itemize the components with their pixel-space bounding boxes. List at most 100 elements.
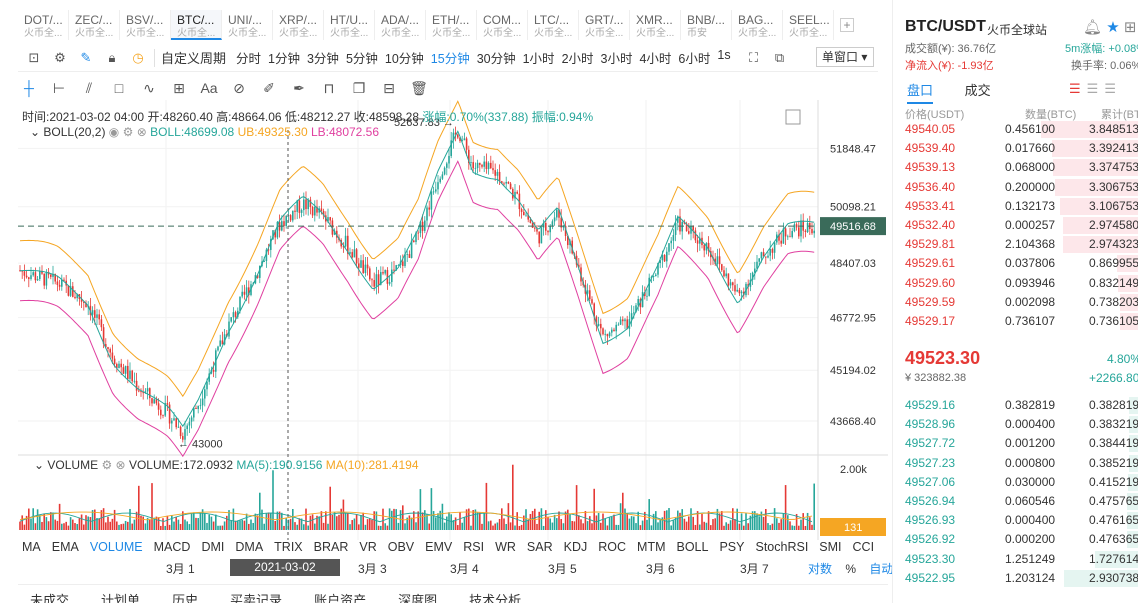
- symbol-tab[interactable]: XMR... 火币全...: [630, 10, 681, 40]
- indicator-tab[interactable]: WR: [495, 540, 516, 554]
- volume-settings-icon[interactable]: ⚙: [101, 458, 113, 472]
- period-button[interactable]: 2小时: [561, 52, 594, 66]
- symbol-tab[interactable]: LTC/... 火币全...: [528, 10, 579, 40]
- volume-close-icon[interactable]: ⊗: [115, 458, 126, 472]
- layout-both-icon[interactable]: ☰: [1069, 81, 1087, 96]
- symbol-tab[interactable]: XRP/... 火币全...: [273, 10, 324, 40]
- period-button[interactable]: 6小时: [678, 52, 711, 66]
- ask-row[interactable]: 49529.59 0.002098 0.738203: [893, 293, 1138, 312]
- period-button[interactable]: 3小时: [600, 52, 633, 66]
- boll-close-icon[interactable]: ⊗: [136, 125, 147, 139]
- ask-row[interactable]: 49539.40 0.017660 3.392413: [893, 139, 1138, 158]
- settings-icon[interactable]: ⚙: [54, 49, 66, 65]
- period-button[interactable]: 15分钟: [430, 52, 470, 66]
- ask-row[interactable]: 49532.40 0.000257 2.974580: [893, 216, 1138, 235]
- indicator-tab[interactable]: SAR: [526, 540, 553, 554]
- layout-asks-icon[interactable]: ☰: [1086, 81, 1105, 96]
- layout-bids-icon[interactable]: ☰: [1104, 81, 1122, 96]
- hide-icon[interactable]: ⊟: [383, 80, 395, 96]
- custom-period-button[interactable]: 自定义周期: [161, 51, 227, 66]
- period-button[interactable]: 3分钟: [306, 52, 339, 66]
- ask-row[interactable]: 49540.05 0.456100 3.848513: [893, 120, 1138, 139]
- bid-row[interactable]: 49523.30 1.251249 1.727614: [893, 550, 1138, 569]
- tab-order-book[interactable]: 盘口: [907, 83, 934, 104]
- bid-row[interactable]: 49529.16 0.382819 0.382819: [893, 396, 1138, 415]
- period-button[interactable]: 30分钟: [476, 52, 516, 66]
- indicator-tab[interactable]: KDJ: [563, 540, 588, 554]
- copy-icon[interactable]: ❐: [352, 80, 366, 96]
- grid-icon[interactable]: ⊞: [173, 80, 185, 96]
- symbol-tab[interactable]: BAG... 火币全...: [732, 10, 783, 40]
- period-button[interactable]: 10分钟: [384, 52, 424, 66]
- horizontal-line-icon[interactable]: ⊢: [52, 80, 66, 96]
- indicator-tab[interactable]: DMA: [235, 540, 264, 554]
- bid-row[interactable]: 49522.95 1.203124 2.930738: [893, 569, 1138, 588]
- bid-row[interactable]: 49526.93 0.000400 0.476165: [893, 511, 1138, 530]
- indicator-tab[interactable]: PSY: [719, 540, 745, 554]
- pen-icon[interactable]: ✎: [80, 49, 92, 65]
- collapse-icon[interactable]: ⌄: [34, 458, 45, 472]
- fullscreen-icon[interactable]: ⛶: [749, 49, 759, 65]
- ruler-icon[interactable]: ✐: [263, 80, 275, 96]
- period-button[interactable]: 4小时: [639, 52, 672, 66]
- ask-row[interactable]: 49536.40 0.200000 3.306753: [893, 178, 1138, 197]
- tab-trades[interactable]: 成交: [964, 83, 991, 98]
- bid-row[interactable]: 49526.92 0.000200 0.476365: [893, 530, 1138, 549]
- bottom-tab[interactable]: 买卖记录: [230, 593, 283, 603]
- indicator-tab[interactable]: EMV: [425, 540, 453, 554]
- indicator-tab[interactable]: CCI: [852, 540, 875, 554]
- symbol-tab[interactable]: BTC/... 火币全...: [171, 10, 222, 40]
- ask-row[interactable]: 49539.13 0.068000 3.374753: [893, 158, 1138, 177]
- collapse-icon[interactable]: ⌄: [30, 125, 41, 139]
- indicator-tab[interactable]: RSI: [463, 540, 485, 554]
- bid-row[interactable]: 49528.96 0.000400 0.383219: [893, 415, 1138, 434]
- bottom-tab[interactable]: 技术分析: [469, 593, 522, 603]
- symbol-tab[interactable]: ADA/... 火币全...: [375, 10, 426, 40]
- bottom-tab[interactable]: 深度图: [398, 593, 438, 603]
- bottom-tab[interactable]: 历史: [172, 593, 199, 603]
- indicator-tab[interactable]: SMI: [819, 540, 842, 554]
- eye-icon[interactable]: ◉: [108, 125, 120, 139]
- symbol-tab[interactable]: ETH/... 火币全...: [426, 10, 477, 40]
- symbol-tab[interactable]: BNB/... 币安: [681, 10, 732, 40]
- bottom-tab[interactable]: 未成交: [30, 593, 70, 603]
- symbol-tab[interactable]: ZEC/... 火币全...: [69, 10, 120, 40]
- symbol-tab[interactable]: GRT/... 火币全...: [579, 10, 630, 40]
- period-button[interactable]: 1s: [717, 48, 731, 62]
- candlestick-chart[interactable]: 51848.47 50098.21 48407.03 46772.95 45194.02…: [18, 100, 888, 560]
- log-scale-button[interactable]: 对数: [808, 562, 833, 576]
- crosshair-icon[interactable]: ┼: [24, 80, 34, 96]
- boll-settings-icon[interactable]: ⚙: [122, 125, 134, 139]
- indicator-tab[interactable]: MACD: [153, 540, 191, 554]
- symbol-tab[interactable]: SEEL... 火币全...: [783, 10, 834, 40]
- symbol-tab[interactable]: BSV/... 火币全...: [120, 10, 171, 40]
- indicator-tab[interactable]: EMA: [51, 540, 79, 554]
- ask-row[interactable]: 49533.41 0.132173 3.106753: [893, 197, 1138, 216]
- magnet-icon[interactable]: ⊘: [233, 80, 245, 96]
- ask-row[interactable]: 49529.60 0.093946 0.832149: [893, 274, 1138, 293]
- indicator-tab[interactable]: ROC: [598, 540, 627, 554]
- chart-type-icon[interactable]: ⊡: [28, 49, 40, 65]
- symbol-tab[interactable]: DOT/... 火币全...: [18, 10, 69, 40]
- layout-icon[interactable]: ⊞: [1123, 19, 1137, 36]
- ask-row[interactable]: 49529.17 0.736107 0.736105: [893, 312, 1138, 331]
- symbol-tab[interactable]: UNI/... 火币全...: [222, 10, 273, 40]
- text-icon[interactable]: Aa: [200, 80, 218, 96]
- screenshot-icon[interactable]: ⧉: [774, 49, 785, 65]
- lock-drawing-icon[interactable]: ⊓: [323, 80, 335, 96]
- alert-bell-icon[interactable]: 🔔︎: [1083, 19, 1103, 36]
- ask-row[interactable]: 49529.81 2.104368 2.974323: [893, 235, 1138, 254]
- indicator-tab[interactable]: DMI: [201, 540, 225, 554]
- auto-scale-button[interactable]: 自动: [869, 562, 894, 576]
- rectangle-icon[interactable]: □: [114, 80, 124, 96]
- wave-icon[interactable]: ∿: [143, 80, 155, 96]
- bid-row[interactable]: 49526.94 0.060546 0.475765: [893, 492, 1138, 511]
- indicator-tab[interactable]: BOLL: [676, 540, 709, 554]
- add-tab-button[interactable]: +: [840, 18, 854, 32]
- symbol-tab[interactable]: HT/U... 火币全...: [324, 10, 375, 40]
- indicator-tab[interactable]: BRAR: [313, 540, 349, 554]
- lock-icon[interactable]: 🔒︎: [108, 49, 116, 65]
- indicator-tab[interactable]: VR: [359, 540, 377, 554]
- bottom-tab[interactable]: 计划单: [101, 593, 141, 603]
- symbol-tab[interactable]: COM... 火币全...: [477, 10, 528, 40]
